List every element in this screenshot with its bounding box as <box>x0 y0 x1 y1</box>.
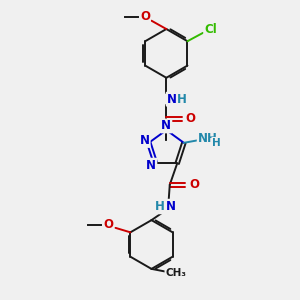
Text: H: H <box>155 200 165 213</box>
Text: Cl: Cl <box>204 23 217 36</box>
Text: O: O <box>140 10 150 23</box>
Text: N: N <box>140 134 150 147</box>
Text: O: O <box>189 178 199 191</box>
Text: H: H <box>177 93 187 106</box>
Text: N: N <box>166 200 176 213</box>
Text: N: N <box>146 159 156 172</box>
Text: O: O <box>186 112 196 125</box>
Text: O: O <box>103 218 113 231</box>
Text: CH₃: CH₃ <box>165 268 186 278</box>
Text: N: N <box>167 93 177 106</box>
Text: NH: NH <box>198 132 218 145</box>
Text: H: H <box>212 138 221 148</box>
Text: N: N <box>161 119 171 132</box>
